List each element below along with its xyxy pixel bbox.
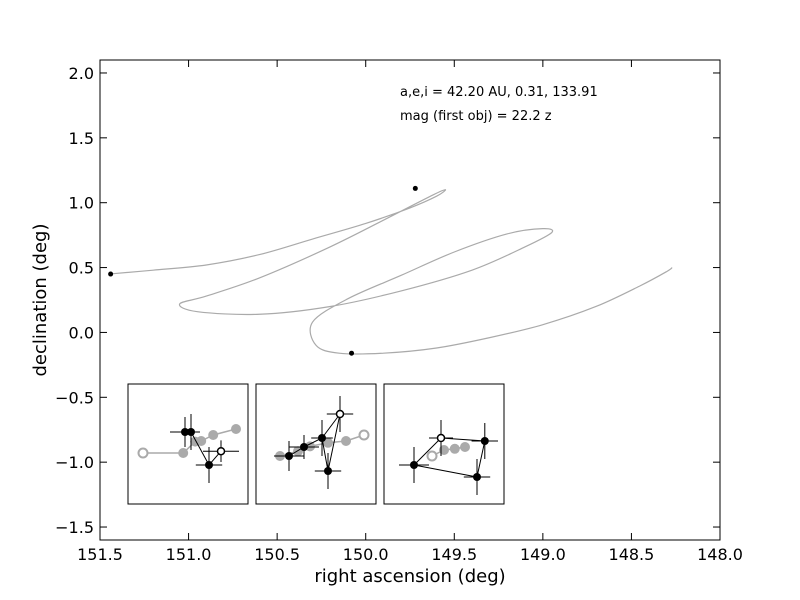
y-tick-label: −1.0 — [55, 453, 94, 472]
inset-panel — [255, 383, 377, 505]
y-tick-label: −1.5 — [55, 518, 94, 537]
predicted-point — [341, 436, 351, 446]
observed-point — [480, 437, 489, 445]
x-tick-label: 148.5 — [609, 545, 655, 564]
observed-point — [410, 461, 418, 469]
x-tick-label: 150.5 — [254, 545, 300, 564]
predicted-point-open — [137, 447, 149, 459]
y-ticks: 2.0 1.5 1.0 0.5 0.0 −0.5 −1.0 −1.5 — [55, 64, 720, 537]
observed-point-open — [335, 409, 345, 419]
observed-point — [205, 461, 213, 469]
observed-point — [473, 473, 481, 481]
inset-panel — [127, 383, 249, 505]
observed-point — [318, 434, 326, 442]
observed-point — [324, 467, 332, 475]
annotation-magnitude: mag (first obj) = 22.2 z — [400, 109, 552, 124]
predicted-point — [178, 448, 189, 458]
observed-point — [187, 428, 195, 436]
predicted-point — [208, 430, 219, 440]
detection-point — [108, 271, 114, 277]
inset-panel — [383, 383, 505, 505]
x-tick-label: 151.5 — [77, 545, 123, 564]
predicted-track — [431, 446, 466, 457]
observed-point — [181, 428, 189, 436]
predicted-point-open — [358, 429, 370, 441]
x-ticks: 151.5 151.0 150.5 150.0 149.5 149.0 148.5 148.0 — [77, 60, 743, 564]
observed-point — [285, 452, 293, 460]
y-tick-label: 1.0 — [69, 194, 94, 213]
x-axis-label: right ascension (deg) — [314, 566, 505, 587]
x-tick-label: 148.0 — [697, 545, 743, 564]
predicted-point — [196, 436, 207, 446]
annotation-orbit-elements: a,e,i = 42.20 AU, 0.31, 133.91 — [400, 85, 598, 100]
plot-frame — [99, 59, 721, 541]
detection-point — [412, 185, 418, 191]
x-tick-label: 149.5 — [431, 545, 477, 564]
detections-layer — [108, 185, 418, 356]
orbit-path — [108, 189, 673, 355]
predicted-point — [323, 437, 333, 448]
y-axis-label: declination (deg) — [30, 223, 51, 376]
predicted-point — [231, 424, 241, 434]
predicted-point — [449, 443, 460, 454]
x-tick-label: 150.0 — [343, 545, 389, 564]
insets-layer — [127, 383, 505, 505]
detection-point — [349, 350, 355, 356]
y-tick-label: 0.5 — [69, 259, 94, 278]
x-tick-label: 151.0 — [166, 545, 212, 564]
predicted-point-open — [426, 450, 438, 462]
y-tick-label: 0.0 — [69, 323, 94, 342]
observed-point-open — [436, 433, 446, 443]
observed-point — [300, 443, 308, 451]
predicted-point — [460, 442, 470, 452]
y-tick-label: −0.5 — [55, 388, 94, 407]
x-tick-label: 149.0 — [520, 545, 566, 564]
orbit-layer — [108, 189, 673, 355]
inset-frame — [255, 383, 377, 505]
y-tick-label: 2.0 — [69, 64, 94, 83]
inset-frame — [127, 383, 249, 505]
observed-point-open — [216, 446, 226, 456]
y-tick-label: 1.5 — [69, 129, 94, 148]
